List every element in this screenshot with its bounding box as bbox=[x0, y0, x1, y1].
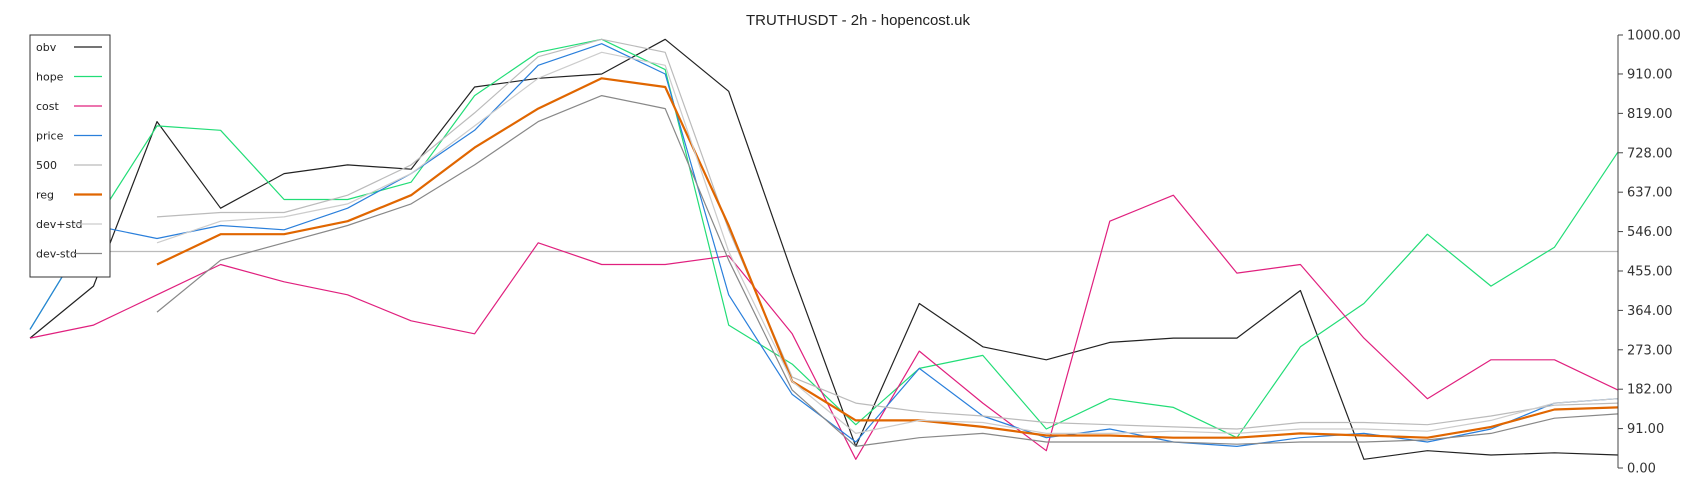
legend-label: price bbox=[36, 130, 64, 143]
series-line-dev-std bbox=[156, 51, 1619, 434]
series-line-reg bbox=[156, 77, 1619, 439]
y-tick-label: 273.00 bbox=[1627, 343, 1673, 358]
y-tick-label: 364.00 bbox=[1627, 304, 1673, 319]
y-tick-label: 546.00 bbox=[1627, 225, 1673, 240]
y-tick-label: 455.00 bbox=[1627, 264, 1673, 279]
y-tick-label: 1000.00 bbox=[1627, 29, 1681, 44]
legend-label: reg bbox=[36, 189, 54, 202]
y-tick-label: 728.00 bbox=[1627, 146, 1673, 161]
y-tick-label: 91.00 bbox=[1627, 422, 1664, 437]
series-line-obv bbox=[29, 38, 1619, 460]
y-tick-label: 819.00 bbox=[1627, 107, 1673, 122]
series-line-cost bbox=[29, 194, 1619, 460]
legend-label: dev+std bbox=[36, 218, 83, 231]
legend-label: cost bbox=[36, 100, 60, 113]
series-line-500 bbox=[156, 38, 1619, 430]
legend-label: obv bbox=[36, 41, 57, 54]
series-line-dev-std bbox=[156, 95, 1619, 447]
y-tick-label: 182.00 bbox=[1627, 383, 1673, 398]
y-tick-label: 910.00 bbox=[1627, 67, 1673, 82]
series-line-hope bbox=[29, 38, 1619, 439]
y-tick-label: 0.00 bbox=[1627, 462, 1656, 477]
y-tick-label: 637.00 bbox=[1627, 186, 1673, 201]
chart-title: TRUTHUSDT - 2h - hopencost.uk bbox=[746, 12, 970, 29]
legend: obv hope cost price 500 reg dev+std dev-std bbox=[29, 34, 111, 278]
series-line-price bbox=[29, 43, 1619, 447]
legend-label: hope bbox=[36, 71, 64, 84]
legend-label: dev-std bbox=[36, 248, 77, 261]
series-layer bbox=[29, 38, 1619, 460]
y-axis: 0.00 91.00 182.00 273.00 364.00 455.00 546.00 6… bbox=[1617, 29, 1681, 477]
legend-label: 500 bbox=[36, 159, 57, 172]
legend-box bbox=[29, 34, 111, 278]
